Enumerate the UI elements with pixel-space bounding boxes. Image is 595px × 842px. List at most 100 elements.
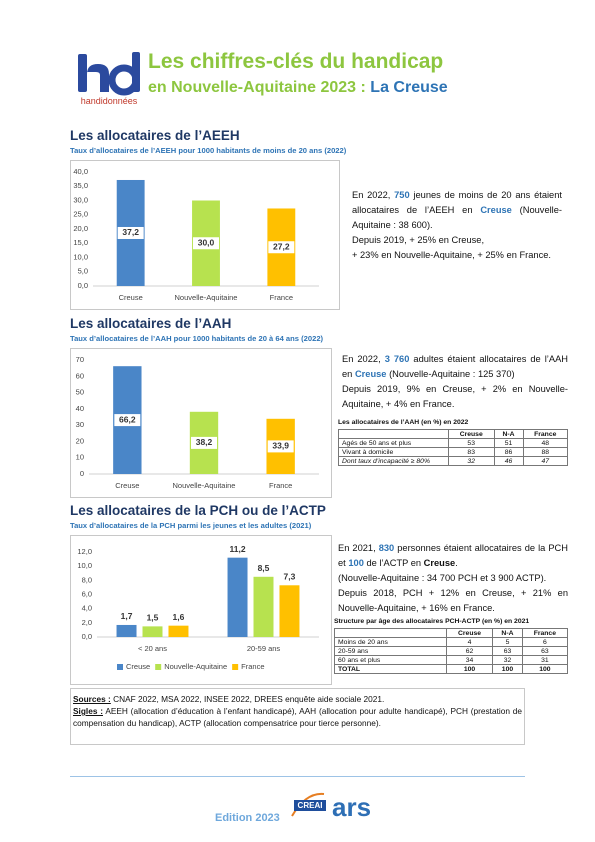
cell: 48 (522, 438, 568, 448)
bar (168, 625, 189, 637)
text-block: En 2021, 830 personnes étaient allocatai… (338, 541, 568, 616)
text-run: Depuis 2019, + 25% en Creuse, (352, 235, 485, 245)
logo-creai: CREAI (298, 801, 323, 810)
cell: 4 (445, 637, 494, 647)
y-tick-label: 4,0 (82, 604, 92, 613)
bar (279, 585, 300, 637)
paragraph: + 23% en Nouvelle-Aquitaine, + 25% en Fr… (352, 248, 562, 263)
text-run: personnes étaient allocataires de la PCH… (338, 543, 568, 568)
bar (116, 624, 137, 637)
cell: 32 (447, 456, 495, 466)
sources: Sources : CNAF 2022, MSA 2022, INSEE 202… (73, 693, 522, 705)
cell: 31 (521, 655, 569, 665)
text-run: En 2022, (352, 190, 391, 200)
cell: 34 (445, 655, 494, 665)
table-row: Moins de 20 ans 4 5 6 (334, 637, 569, 647)
x-tick-label: Nouvelle-Aquitaine (175, 293, 238, 302)
logo-shape (291, 792, 325, 817)
text-run: 830 (378, 543, 395, 553)
cell: 83 (447, 447, 495, 457)
y-tick-label: 30 (76, 420, 84, 429)
row-label: 60 ans et plus (334, 655, 447, 665)
sources-label: Sources : (73, 694, 111, 704)
sigles-label: Sigles : (73, 706, 103, 716)
y-tick-label: 40,0 (73, 167, 88, 176)
paragraph: (Nouvelle-Aquitaine : 34 700 PCH et 3 90… (338, 571, 568, 586)
y-tick-label: 2,0 (82, 618, 92, 627)
legend-swatch (155, 664, 162, 670)
y-tick-label: 10,0 (77, 561, 92, 570)
y-tick-label: 0 (80, 469, 84, 478)
cell: 47 (522, 456, 568, 466)
y-tick-label: 6,0 (82, 589, 92, 598)
y-tick-label: 8,0 (82, 575, 92, 584)
value-label: 1,5 (147, 613, 159, 623)
chart: 0 10 20 30 40 50 60 70 Creuse 66,2 Nouvelle-Aquita… (70, 348, 332, 498)
text-run: de l’ACTP en (366, 558, 422, 568)
header-cell: N-A (492, 628, 523, 638)
value-label: 30,0 (198, 238, 215, 248)
header-cell: Creuse (445, 628, 494, 638)
paragraph: Depuis 2019, 9% en Creuse, + 2% en Nouve… (342, 382, 568, 412)
x-tick-label: Nouvelle-Aquitaine (173, 481, 236, 490)
text-run: Creuse (480, 205, 512, 215)
section-title: Les allocataires de l’AAH (70, 316, 232, 331)
value-label-box (191, 436, 217, 449)
value-label: 66,2 (119, 414, 136, 424)
page-title: Les chiffres-clés du handicap (148, 50, 444, 73)
bar (142, 626, 163, 637)
cell: 63 (521, 646, 569, 656)
chart: 0,0 5,0 10,0 15,0 20,0 25,0 30,0 35,0 40,0 Creuse… (70, 160, 340, 310)
table-row: Agés de 50 ans et plus 53 51 48 (338, 438, 568, 448)
text-run: . (455, 558, 458, 568)
text-run: 3 760 (384, 354, 410, 364)
text-run: 750 (394, 190, 410, 200)
bar (253, 576, 274, 637)
y-tick-label: 15,0 (73, 238, 88, 247)
cell: 100 (521, 664, 569, 674)
table-header: Creuse N-A France (338, 429, 568, 439)
header-cell: Creuse (447, 429, 495, 439)
x-tick-label: Creuse (119, 293, 143, 302)
value-label-box (268, 241, 295, 254)
sigles-text: AEEH (allocation d’éducation à l’enfant … (73, 706, 522, 728)
cell: 86 (493, 447, 524, 457)
text-run: 100 (348, 558, 364, 568)
text-run: En 2021, (338, 543, 376, 553)
value-label: 33,9 (272, 441, 289, 451)
cell: 51 (493, 438, 524, 448)
logo-shape (78, 54, 87, 92)
legend-label: Creuse (126, 662, 150, 671)
y-tick-label: 30,0 (73, 195, 88, 204)
y-tick-label: 50 (76, 388, 84, 397)
cell: 88 (522, 447, 568, 457)
cell: 62 (445, 646, 494, 656)
value-label-box (114, 414, 141, 427)
section-title: Les allocataires de l’AEEH (70, 128, 240, 143)
paragraph: Depuis 2018, PCH + 12% en Creuse, + 21% … (338, 586, 568, 616)
logo-shape (132, 52, 140, 92)
section-title: Les allocataires de la PCH ou de l’ACTP (70, 503, 326, 518)
row-label: Moins de 20 ans (334, 637, 447, 647)
value-label: 38,2 (196, 437, 213, 447)
value-label-box (193, 237, 219, 250)
section-subtitle: Taux d’allocataires de la PCH parmi les … (70, 521, 312, 530)
legend-swatch (232, 664, 239, 670)
y-tick-label: 70 (76, 355, 84, 364)
text-block: En 2022, 3 760 adultes étaient allocatai… (342, 352, 568, 412)
y-tick-label: 10 (76, 453, 84, 462)
text-run: Creuse (423, 558, 456, 568)
table-title: Les allocataires de l’AAH (en %) en 2022 (338, 419, 469, 426)
text-run: Creuse (354, 369, 387, 379)
logo-ars: ars (332, 792, 371, 822)
logo-text: handidonnées (81, 96, 138, 106)
table: Creuse N-A France Moins de 20 ans 4 5 6 20-59 a… (334, 628, 569, 674)
y-tick-label: 10,0 (73, 252, 88, 261)
y-tick-label: 20 (76, 436, 84, 445)
value-label-box (117, 226, 144, 239)
text-run: (Nouvelle-Aquitaine : 38 600). (352, 205, 563, 230)
value-label: 1,7 (121, 611, 133, 621)
sigles: Sigles : AEEH (allocation d’éducation à … (73, 705, 522, 729)
logo-shape (87, 64, 109, 92)
